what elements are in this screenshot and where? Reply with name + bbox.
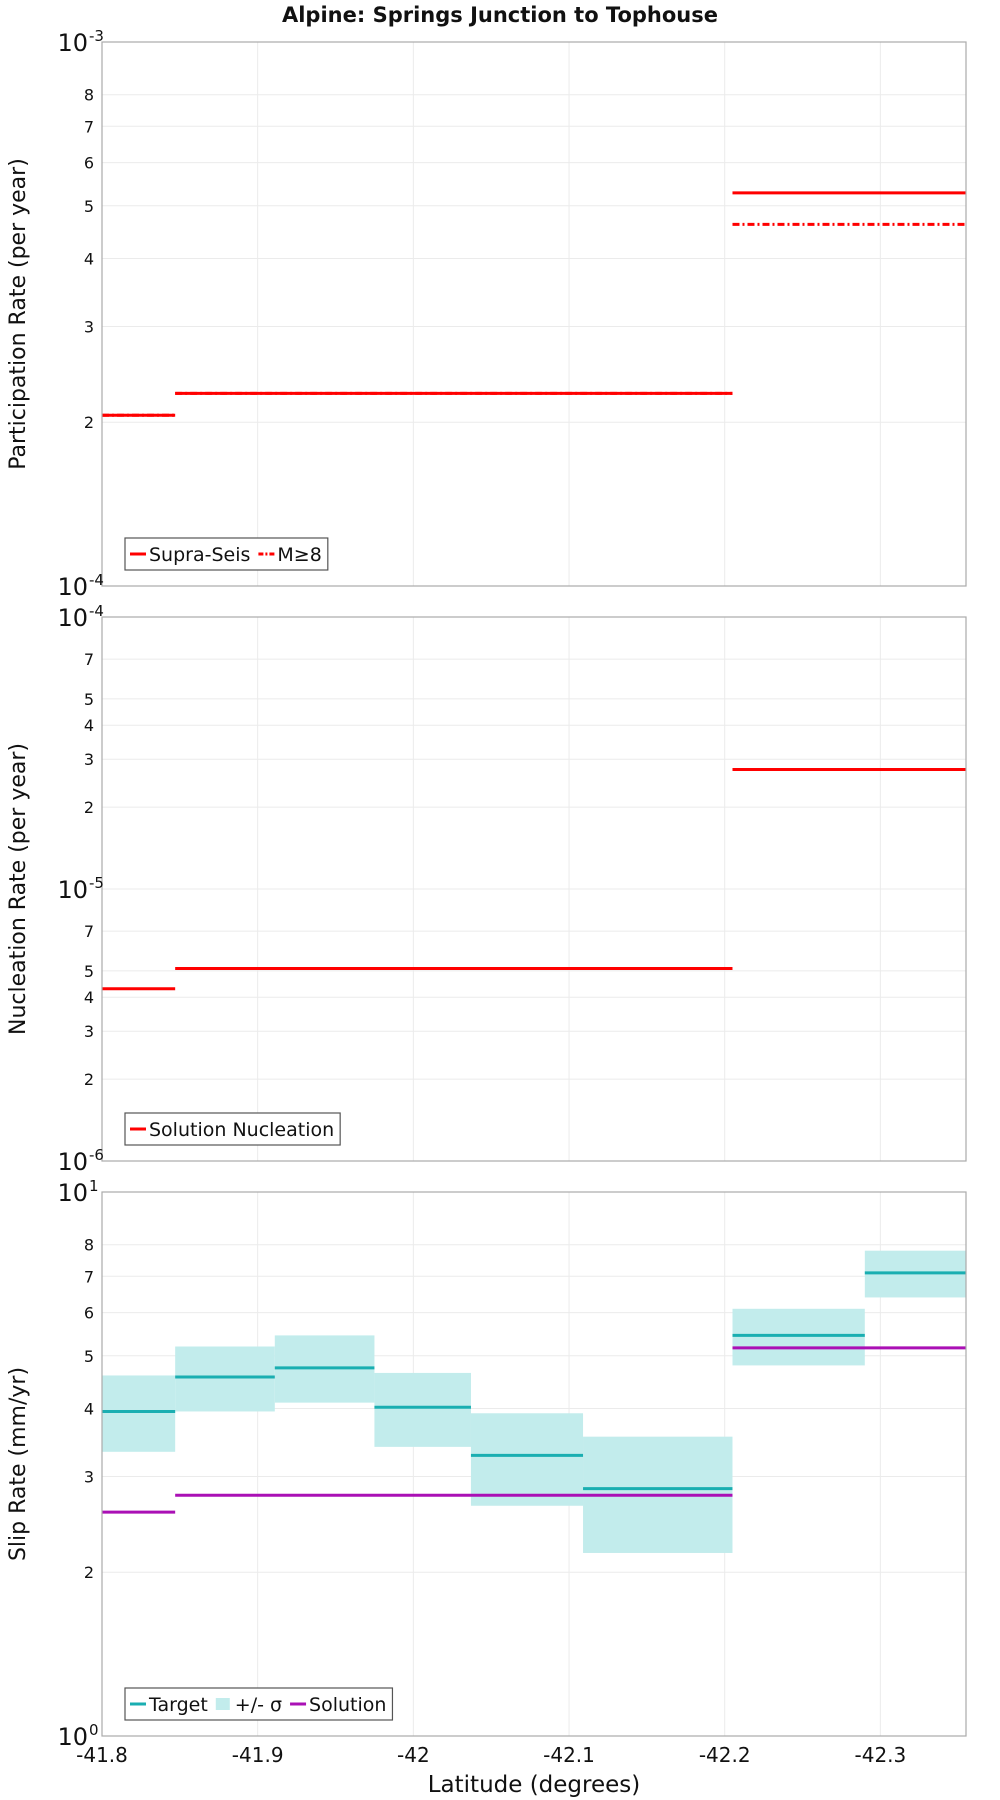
y-major-tick-label: 10 [57,1148,88,1176]
sigma-band [732,1308,865,1366]
y-major-tick-label: 10 [57,573,88,601]
sigma-band [102,1375,176,1452]
y-tick-label: 7 [84,650,94,669]
x-tick-label: -42.1 [543,1743,595,1767]
y-tick-label: 4 [84,988,94,1007]
y-axis-title: Nucleation Rate (per year) [6,743,31,1035]
y-tick-label: 6 [84,1304,94,1323]
legend-label: Supra-Seis [149,544,250,566]
y-tick-label: 7 [84,922,94,941]
x-tick-label: -42 [397,1743,430,1767]
legend-box [124,1112,341,1146]
y-tick-label: 8 [84,1236,94,1255]
y-tick-label: 7 [84,117,94,136]
y-tick-label: 5 [84,962,94,981]
y-tick-label: 2 [84,1070,94,1089]
y-major-tick-exponent: 1 [89,1177,99,1195]
y-major-tick-label: 10 [57,1723,88,1751]
y-major-tick-exponent: -3 [89,27,104,45]
y-major-tick-label: 10 [57,876,88,904]
legend-label: Solution Nucleation [149,1119,334,1141]
legend-swatch-band [215,1698,230,1710]
y-tick-label: 3 [84,317,94,336]
plot-frame [101,1191,967,1737]
sigma-band [374,1372,471,1447]
y-tick-label: 5 [84,197,94,216]
legend: Target +/- σ Solution [124,1687,394,1721]
y-tick-label: 4 [84,249,94,268]
y-tick-label: 3 [84,750,94,769]
chart-title: Alpine: Springs Junction to Tophouse [282,3,718,27]
sigma-band [470,1413,584,1506]
legend-box [124,1687,394,1721]
legend-label: Target [148,1694,208,1716]
y-tick-label: 5 [84,690,94,709]
x-axis-title: Latitude (degrees) [428,1772,641,1798]
legend-label: +/- σ [235,1694,282,1716]
legend: Supra-Seis M≥8 [124,537,329,571]
y-major-tick-exponent: -4 [89,571,104,589]
y-major-tick-label: 10 [57,29,88,57]
y-tick-label: 4 [84,716,94,735]
sigma-band [175,1346,275,1412]
x-tick-label: -42.3 [855,1743,907,1767]
y-tick-label: 3 [84,1022,94,1041]
y-major-tick-label: 10 [57,1179,88,1207]
y-tick-label: 2 [84,798,94,817]
y-axis-title: Slip Rate (mm/yr) [6,1367,31,1561]
y-tick-label: 4 [84,1399,94,1418]
y-major-tick-exponent: -5 [89,874,104,892]
y-axis-title: Participation Rate (per year) [6,158,31,470]
y-tick-label: 5 [84,1347,94,1366]
y-major-tick-exponent: -4 [89,602,104,620]
y-tick-label: 8 [84,86,94,105]
legend: Solution Nucleation [124,1112,341,1146]
y-major-tick-exponent: -6 [89,1146,104,1164]
x-tick-label: -41.9 [232,1743,284,1767]
y-major-tick-exponent: 0 [89,1721,99,1739]
y-tick-label: 3 [84,1467,94,1486]
plot-frame [101,41,967,587]
x-tick-label: -42.2 [699,1743,751,1767]
y-tick-label: 7 [84,1267,94,1286]
y-tick-label: 2 [84,413,94,432]
legend-box [124,537,329,571]
legend-label: M≥8 [277,544,321,566]
x-tick-label: -41.8 [76,1743,128,1767]
y-tick-label: 2 [84,1563,94,1582]
y-major-tick-label: 10 [57,604,88,632]
legend-label: Solution [309,1694,386,1716]
y-tick-label: 6 [84,154,94,173]
plot-frame [101,616,967,1162]
